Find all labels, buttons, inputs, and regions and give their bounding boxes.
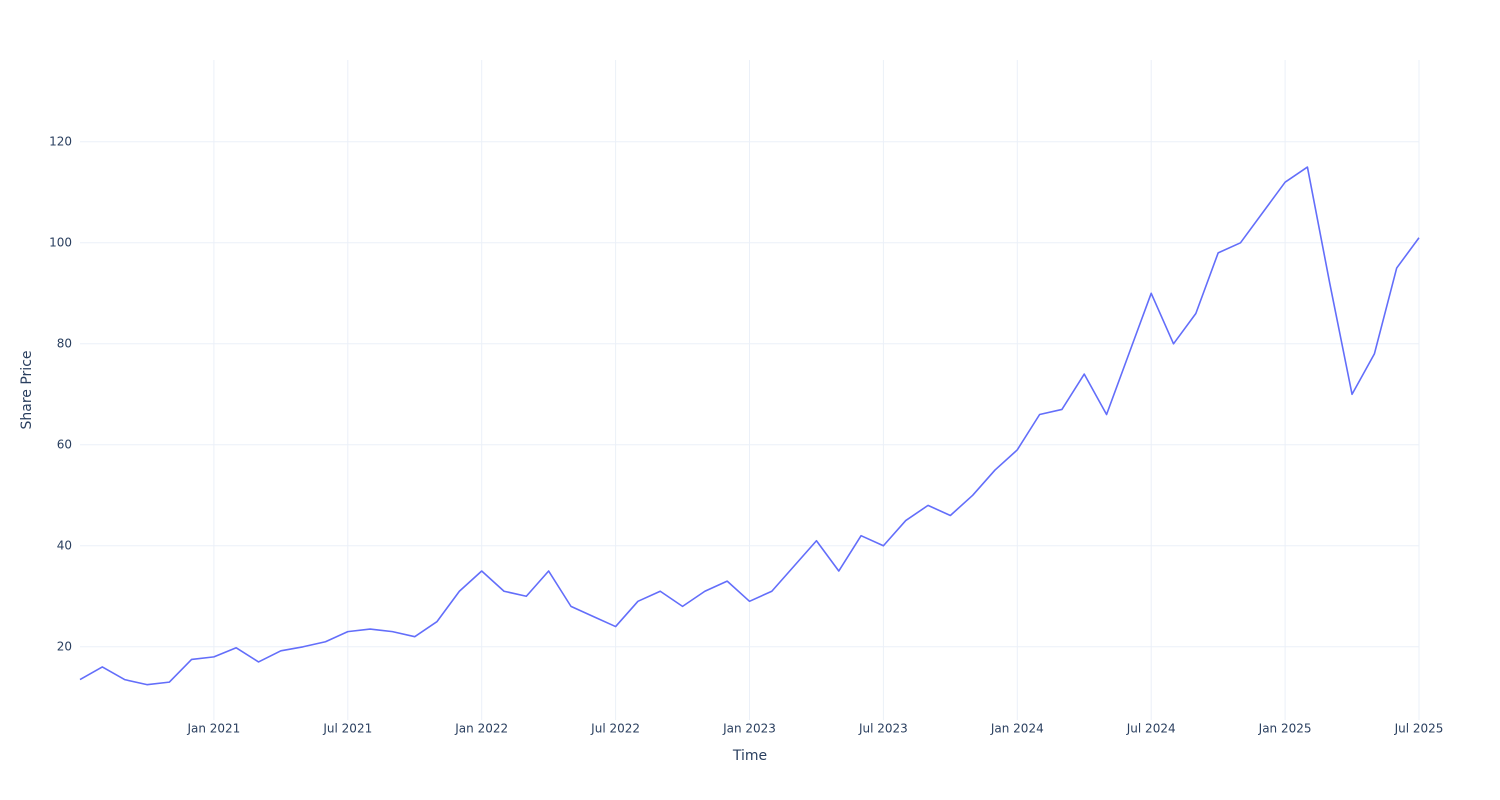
y-tick-label: 100 xyxy=(49,235,72,249)
y-tick-label: 20 xyxy=(57,639,72,653)
x-axis-title: Time xyxy=(732,748,767,764)
x-tick-label: Jul 2023 xyxy=(858,722,908,736)
x-tick-label: Jan 2022 xyxy=(454,722,508,736)
y-tick-label: 40 xyxy=(57,538,72,552)
x-tick-label: Jul 2022 xyxy=(590,722,640,736)
y-tick-label: 120 xyxy=(49,134,72,148)
price-line xyxy=(79,166,1420,686)
y-tick-label: 80 xyxy=(57,336,72,350)
x-tick-label: Jan 2025 xyxy=(1258,722,1312,736)
x-tick-label: Jul 2024 xyxy=(1126,722,1176,736)
x-tick-label: Jul 2021 xyxy=(322,722,372,736)
x-tick-label: Jan 2023 xyxy=(722,722,776,736)
x-tick-label: Jul 2025 xyxy=(1394,722,1444,736)
x-tick-label: Jan 2024 xyxy=(990,722,1044,736)
y-tick-label: 60 xyxy=(57,437,72,451)
x-tick-label: Jan 2021 xyxy=(186,722,240,736)
y-axis-title: Share Price xyxy=(19,350,35,429)
